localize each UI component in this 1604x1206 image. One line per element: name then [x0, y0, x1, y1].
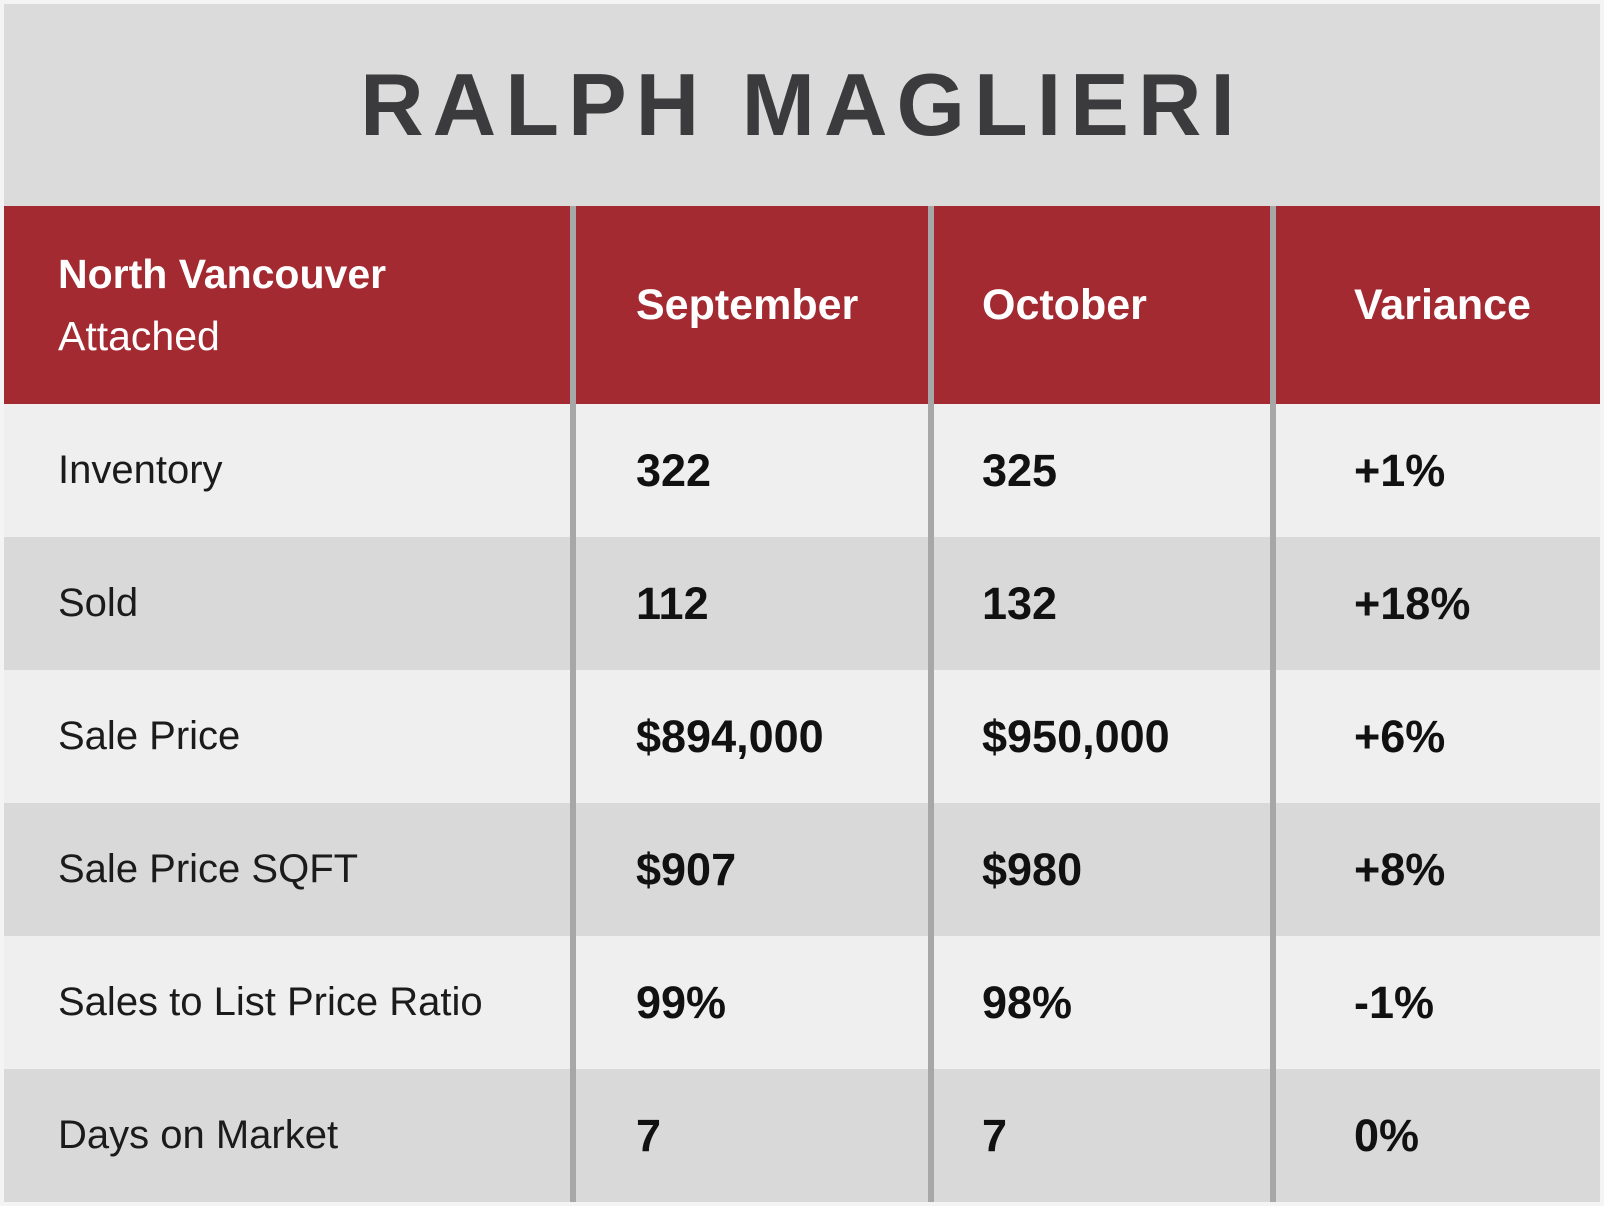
september-value: 7	[570, 1069, 928, 1202]
table-row-days-on-market: Days on Market 7 7 0%	[4, 1069, 1600, 1202]
table-header-row: North Vancouver Attached September Octob…	[4, 206, 1600, 404]
page-title: RALPH MAGLIERI	[360, 55, 1244, 154]
row-label: Sales to List Price Ratio	[58, 980, 483, 1024]
header-region-segment: Attached	[58, 313, 220, 359]
row-label: Sale Price	[58, 714, 241, 758]
variance-value: +8%	[1270, 803, 1600, 936]
variance-value: 0%	[1270, 1069, 1600, 1202]
title-band: RALPH MAGLIERI	[4, 4, 1600, 206]
september-value: 322	[570, 404, 928, 537]
variance-value: -1%	[1270, 936, 1600, 1069]
row-label: Sold	[58, 581, 139, 625]
row-label: Sale Price SQFT	[58, 847, 359, 891]
infographic-inner: RALPH MAGLIERI North Vancouver Attached …	[4, 4, 1600, 1202]
september-value: $907	[570, 803, 928, 936]
header-column-september: September	[570, 206, 928, 404]
september-value: $894,000	[570, 670, 928, 803]
october-value: 98%	[928, 936, 1270, 1069]
variance-value: +18%	[1270, 537, 1600, 670]
variance-value: +6%	[1270, 670, 1600, 803]
september-value: 112	[570, 537, 928, 670]
october-value: $980	[928, 803, 1270, 936]
table-row-sales-to-list-ratio: Sales to List Price Ratio 99% 98% -1%	[4, 936, 1600, 1069]
header-region-cell: North Vancouver Attached	[4, 206, 570, 404]
table-row-inventory: Inventory 322 325 +1%	[4, 404, 1600, 537]
table-row-sale-price: Sale Price $894,000 $950,000 +6%	[4, 670, 1600, 803]
header-column-october: October	[928, 206, 1270, 404]
october-value: 132	[928, 537, 1270, 670]
table-row-sale-price-sqft: Sale Price SQFT $907 $980 +8%	[4, 803, 1600, 936]
stats-table: North Vancouver Attached September Octob…	[4, 206, 1600, 1202]
header-region-name: North Vancouver	[58, 251, 387, 297]
row-label: Inventory	[58, 448, 223, 492]
table-row-sold: Sold 112 132 +18%	[4, 537, 1600, 670]
october-value: $950,000	[928, 670, 1270, 803]
variance-value: +1%	[1270, 404, 1600, 537]
september-value: 99%	[570, 936, 928, 1069]
october-value: 325	[928, 404, 1270, 537]
row-label: Days on Market	[58, 1113, 339, 1157]
header-column-variance: Variance	[1270, 206, 1600, 404]
october-value: 7	[928, 1069, 1270, 1202]
